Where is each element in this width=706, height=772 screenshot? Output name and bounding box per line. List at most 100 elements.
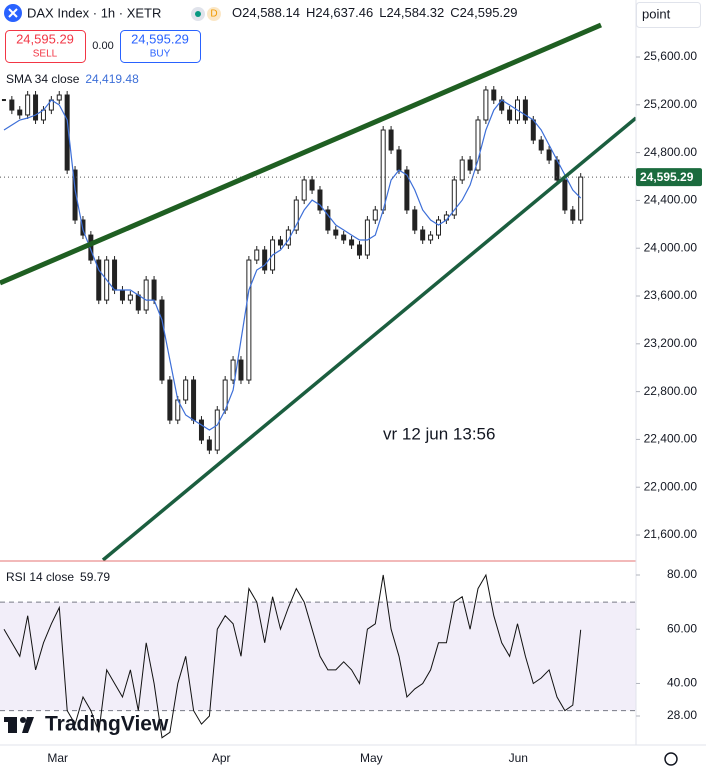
candle [262, 249, 268, 271]
open-label: O [232, 5, 242, 20]
status-dot-inner [195, 11, 201, 17]
badge-bg [207, 7, 221, 21]
sell-label: SELL [33, 49, 58, 60]
candle [167, 379, 173, 421]
candle [507, 109, 513, 121]
trend-line-upper [0, 22, 602, 286]
spread: 0.00 [92, 40, 113, 52]
candle [404, 169, 410, 211]
candle [451, 179, 457, 216]
candle [333, 229, 339, 236]
low-value: 24,584.32 [386, 5, 444, 20]
candle [191, 379, 197, 421]
buy-price: 24,595.29 [131, 31, 189, 46]
candle [25, 94, 31, 116]
candle [119, 289, 125, 301]
candle [238, 359, 244, 381]
rsi-legend: RSI 14 close 59.79 [6, 570, 110, 584]
candle [254, 249, 260, 261]
candle [428, 234, 434, 241]
candle [380, 129, 386, 211]
ohlc: O24,588.14 H24,637.46 L24,584.32 C24,595.29 [232, 5, 518, 20]
x-tick-label: May [360, 751, 383, 765]
trend-line-lower [101, 116, 638, 562]
y-tick-label: 21,600.00 [644, 527, 698, 541]
candle [372, 209, 378, 221]
candle [412, 209, 418, 231]
candle [578, 176, 584, 221]
rsi-name: RSI 14 close [6, 570, 74, 584]
rsi-band [0, 602, 636, 711]
sma-name: SMA 34 close [6, 72, 80, 86]
candle [293, 199, 299, 231]
y-tick-label: 40.00 [667, 676, 697, 690]
candle [17, 109, 23, 116]
candle [301, 179, 307, 201]
buy-label: BUY [150, 49, 171, 60]
candle [135, 294, 141, 311]
x-tick-label: Mar [47, 751, 68, 765]
last-price-box [636, 168, 702, 187]
candle [570, 209, 576, 221]
candle [309, 179, 315, 191]
candle [56, 94, 62, 101]
scale-mode-button[interactable] [636, 2, 701, 28]
candle [112, 259, 118, 291]
buy-button[interactable] [120, 30, 201, 63]
axes: 21,600.00 22,000.00 22,400.00 22,800.00 23,2… [47, 49, 697, 765]
sma-legend: SMA 34 close 24,419.48 [6, 72, 139, 86]
candle [246, 259, 252, 381]
candle [356, 244, 362, 256]
y-tick-label: 24,400.00 [644, 193, 698, 207]
sma-value: 24,419.48 [85, 72, 139, 86]
high-value: 24,637.46 [315, 5, 373, 20]
candle [230, 359, 236, 381]
brand-mark [20, 717, 26, 723]
candle [341, 234, 347, 241]
sma-line [3, 99, 582, 431]
symbol-name[interactable]: DAX Index · 1h · XETR [27, 5, 161, 20]
candle [475, 119, 481, 171]
candle [538, 139, 544, 151]
close-value: 24,595.29 [460, 5, 518, 20]
rsi-value: 59.79 [80, 570, 110, 584]
close-label: C [450, 5, 459, 20]
candle [349, 239, 355, 246]
candle [183, 379, 189, 401]
sell-button[interactable] [5, 30, 86, 63]
candle [206, 439, 212, 451]
brand-mark [22, 717, 34, 733]
y-tick-label: 23,200.00 [644, 336, 698, 350]
candle [151, 279, 157, 301]
settings-button[interactable] [664, 752, 678, 766]
candle [214, 409, 220, 451]
y-tick-label: 22,800.00 [644, 384, 698, 398]
y-tick-label: 22,400.00 [644, 432, 698, 446]
annotation: vr 12 jun 13:56 [383, 424, 495, 443]
brand-logo [4, 717, 34, 733]
candle [435, 219, 441, 236]
candle [33, 94, 39, 121]
candle [127, 294, 133, 301]
x-tick-label: Apr [212, 751, 231, 765]
candle [96, 259, 102, 301]
y-tick-label: 60.00 [667, 621, 697, 635]
candle [420, 229, 426, 241]
candle [72, 169, 78, 221]
candle [9, 99, 15, 111]
candle [277, 239, 283, 246]
candle [396, 149, 402, 171]
high-label: H [306, 5, 315, 20]
y-tick-label: 28.00 [667, 708, 697, 722]
brand-mark [8, 717, 17, 733]
brand-name: TradingView [45, 713, 169, 736]
candle [364, 219, 370, 256]
badge: D [210, 9, 217, 20]
candle [562, 179, 568, 211]
candle [530, 119, 536, 141]
candle [159, 299, 165, 381]
y-tick-label: 24,000.00 [644, 240, 698, 254]
scale-mode: point [642, 6, 671, 21]
